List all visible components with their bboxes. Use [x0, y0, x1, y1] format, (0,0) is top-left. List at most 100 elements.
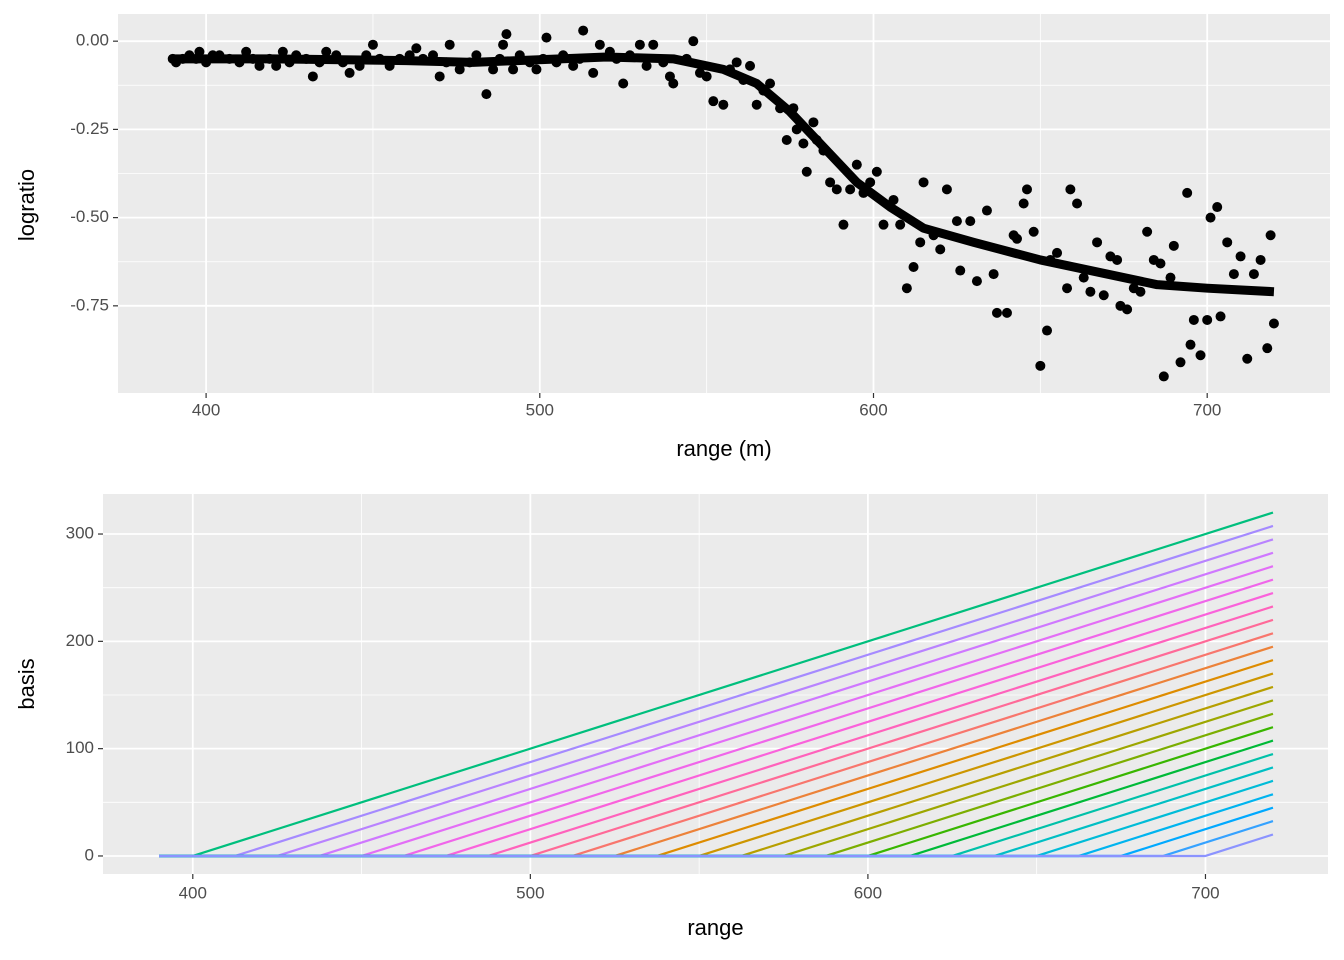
point: [1062, 283, 1073, 294]
point: [1222, 237, 1233, 248]
point: [941, 184, 952, 195]
point: [718, 99, 729, 110]
point: [798, 138, 809, 149]
point: [1135, 286, 1146, 297]
point: [307, 71, 318, 82]
point: [1028, 226, 1039, 237]
point: [1065, 184, 1076, 195]
point: [851, 159, 862, 170]
x-tick-label: 400: [192, 400, 220, 419]
point: [981, 205, 992, 216]
panel: [118, 14, 1330, 393]
point: [991, 307, 1002, 318]
point: [578, 25, 589, 36]
x-tick-label: 500: [516, 883, 544, 902]
point: [1158, 371, 1169, 382]
y-tick-label: 100: [66, 738, 94, 757]
point: [594, 39, 605, 50]
point: [878, 219, 889, 230]
point: [1112, 254, 1123, 265]
point: [1188, 314, 1199, 325]
y-axis-title: logratio: [14, 169, 39, 241]
point: [918, 177, 929, 188]
point: [1182, 187, 1193, 198]
point: [1262, 343, 1273, 354]
point: [965, 216, 976, 227]
point: [1205, 212, 1216, 223]
point: [508, 64, 519, 75]
x-axis-title: range (m): [676, 436, 771, 461]
point: [708, 96, 719, 107]
point: [541, 32, 552, 43]
point: [618, 78, 629, 89]
y-axis-title: basis: [14, 658, 39, 709]
point: [1265, 230, 1276, 241]
point: [935, 244, 946, 255]
x-tick-label: 700: [1193, 400, 1221, 419]
point: [277, 46, 288, 57]
point: [1168, 240, 1179, 251]
point: [1228, 269, 1239, 280]
y-tick-label: -0.25: [70, 119, 109, 138]
point: [1085, 286, 1096, 297]
point: [531, 64, 542, 75]
point: [1022, 184, 1032, 195]
point: [1185, 339, 1196, 350]
point: [831, 184, 842, 195]
point: [241, 46, 252, 57]
point: [634, 39, 645, 50]
point: [321, 46, 332, 57]
point: [808, 117, 819, 128]
x-tick-label: 600: [854, 883, 882, 902]
point: [825, 177, 836, 188]
point: [568, 60, 579, 71]
point: [194, 46, 205, 57]
point: [901, 283, 912, 294]
point: [1018, 198, 1029, 209]
point: [501, 29, 512, 40]
point: [668, 78, 679, 89]
point: [971, 276, 982, 287]
panel: [103, 494, 1328, 874]
point: [481, 89, 492, 100]
point: [1175, 357, 1186, 368]
point: [1268, 318, 1279, 329]
point: [434, 71, 445, 82]
y-tick-label: 300: [66, 524, 94, 543]
y-tick-label: 200: [66, 631, 94, 650]
point: [988, 269, 999, 280]
x-tick-label: 700: [1191, 883, 1219, 902]
x-tick-label: 600: [859, 400, 887, 419]
x-tick-label: 500: [526, 400, 554, 419]
point: [688, 36, 699, 47]
point: [498, 39, 509, 50]
point: [871, 166, 882, 177]
point: [1052, 247, 1063, 258]
point: [701, 71, 712, 82]
y-tick-label: -0.50: [70, 207, 109, 226]
point: [801, 166, 812, 177]
point: [1042, 325, 1053, 336]
basis-line: [159, 833, 1274, 858]
point: [1001, 307, 1012, 318]
point: [745, 60, 756, 71]
point: [1011, 233, 1022, 244]
y-tick-label: 0.00: [76, 31, 109, 50]
point: [1215, 311, 1226, 322]
point: [908, 262, 919, 273]
point: [1078, 272, 1089, 283]
point: [344, 67, 355, 78]
point: [731, 57, 742, 68]
point: [1142, 226, 1153, 237]
point: [1155, 258, 1166, 269]
point: [895, 219, 906, 230]
point: [1195, 350, 1206, 361]
point: [1255, 254, 1266, 265]
x-tick-label: 400: [179, 883, 207, 902]
point: [254, 60, 265, 71]
point: [951, 216, 962, 227]
point: [1092, 237, 1103, 248]
point: [1242, 353, 1253, 364]
y-tick-label: 0: [85, 845, 94, 864]
point: [444, 39, 455, 50]
